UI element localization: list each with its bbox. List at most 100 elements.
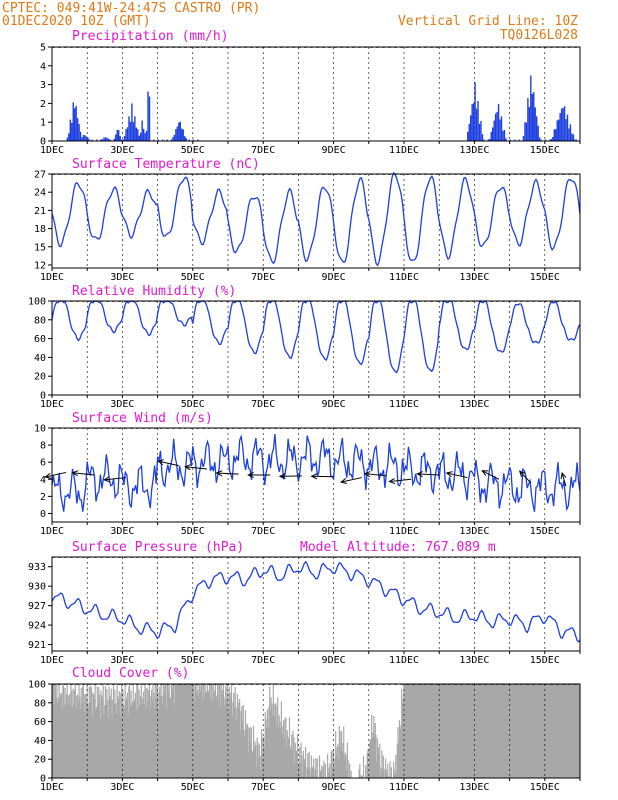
cloud-bar <box>273 703 275 778</box>
temperature-frame <box>51 173 581 269</box>
precip-bar <box>522 139 525 141</box>
precip-bar <box>135 139 137 141</box>
cloud-bar <box>241 706 243 778</box>
cloud-bar <box>268 707 270 778</box>
x-tick-label: 15DEC <box>530 145 560 156</box>
cloud-bar <box>197 690 199 778</box>
precip-bar <box>531 94 533 141</box>
cloud-bar <box>316 758 318 778</box>
x-tick-label: 9DEC <box>322 272 346 283</box>
precip-bar <box>568 128 570 141</box>
cloud-bar <box>198 684 200 778</box>
precip-bar <box>153 139 155 141</box>
y-tick-label: 8 <box>40 441 46 452</box>
precip-bar <box>147 91 149 141</box>
cloud-bar <box>418 684 420 778</box>
cloud-bar <box>423 684 425 778</box>
wind-arrow <box>417 473 440 476</box>
cloud-bar <box>132 684 134 778</box>
y-tick-label: 15 <box>34 242 46 253</box>
cloud-bar <box>230 684 233 778</box>
cloud-bar <box>120 693 122 778</box>
y-tick-label: 927 <box>28 601 46 612</box>
cloud-bar <box>528 684 530 778</box>
y-tick-label: 930 <box>28 582 46 593</box>
cloud-bar <box>55 697 57 778</box>
cloud-bar <box>254 741 256 778</box>
precip-bar <box>494 113 497 141</box>
cloud-bar <box>532 684 534 778</box>
cloud-bar <box>499 684 501 778</box>
cloud-bar <box>189 684 192 778</box>
precip-bar <box>178 122 180 141</box>
cloud-bar <box>543 684 545 778</box>
panel-title-cloud-cover: Cloud Cover (%) <box>72 666 189 681</box>
y-tick-label: 60 <box>34 334 46 345</box>
cloud-bar <box>201 700 203 778</box>
cloud-bar <box>177 684 179 778</box>
cloud-bar <box>539 684 541 778</box>
cloud-bar <box>181 684 183 778</box>
cloud-bar <box>110 688 112 778</box>
cloud-bar <box>125 698 127 778</box>
cloud-bar <box>106 688 108 778</box>
cloud-bar <box>229 698 231 778</box>
cloud-bar <box>247 752 249 778</box>
y-tick-label: 921 <box>28 640 46 651</box>
precip-bar <box>553 129 555 141</box>
cloud-bar <box>184 684 186 778</box>
cloud-bar <box>319 771 321 778</box>
cloud-bar <box>483 684 485 778</box>
cloud-bar <box>52 684 54 778</box>
cloud-bar <box>137 685 139 778</box>
precip-bar <box>125 129 127 141</box>
cloud-bar <box>468 684 470 778</box>
precip-bar <box>120 139 123 141</box>
cloud-bar <box>239 698 241 778</box>
cloud-bar <box>389 761 391 778</box>
panel-title-precipitation: Precipitation (mm/h) <box>72 29 229 44</box>
cloud-bar <box>264 712 266 778</box>
cloud-bar <box>549 684 551 778</box>
precip-bar <box>538 137 541 141</box>
run-code: TQ0126L028 <box>500 28 578 43</box>
cloud-bar <box>343 758 346 778</box>
cloud-bar <box>178 684 181 778</box>
cloud-bar <box>506 684 508 778</box>
cloud-bar <box>519 684 521 778</box>
cloud-bar <box>313 758 315 778</box>
series-line <box>51 299 581 374</box>
precip-bar <box>518 139 520 141</box>
cloud-bar <box>346 769 348 778</box>
cloud-bar <box>537 684 539 778</box>
cloud-bar <box>563 684 566 778</box>
x-tick-label: 9DEC <box>322 526 346 537</box>
cloud-bar <box>287 736 289 778</box>
cloud-bar <box>555 684 557 778</box>
cloud-bar <box>361 775 363 778</box>
cloud-bar <box>558 684 560 778</box>
cloud-bar <box>454 684 456 778</box>
cloud-bar <box>281 726 283 778</box>
cloud-bar <box>500 684 502 778</box>
cloud-bar <box>480 684 482 778</box>
panel-precipitation: Precipitation (mm/h) 0 1 2 3 4 5 1DEC 3DEC 5DEC… <box>40 29 581 156</box>
cloud-bar <box>180 684 182 778</box>
wind-arrow-head <box>560 472 567 480</box>
cloud-bar <box>481 684 483 778</box>
cloud-bar <box>527 684 530 778</box>
cloud-bar <box>484 684 486 778</box>
x-tick-label: 3DEC <box>110 526 134 537</box>
cloud-bar <box>522 684 524 778</box>
cloud-bar <box>253 747 255 778</box>
cloud-bar <box>96 686 98 778</box>
cloud-bar <box>76 695 78 778</box>
cloud-bar <box>168 684 170 778</box>
panel-title-pressure: Surface Pressure (hPa) <box>72 540 244 555</box>
cloud-bar <box>232 701 234 778</box>
cloud-bar <box>559 684 561 778</box>
cloud-bar <box>139 703 141 778</box>
x-tick-label: 5DEC <box>181 782 205 793</box>
precip-bar <box>472 103 475 141</box>
precip-bar <box>558 119 560 141</box>
